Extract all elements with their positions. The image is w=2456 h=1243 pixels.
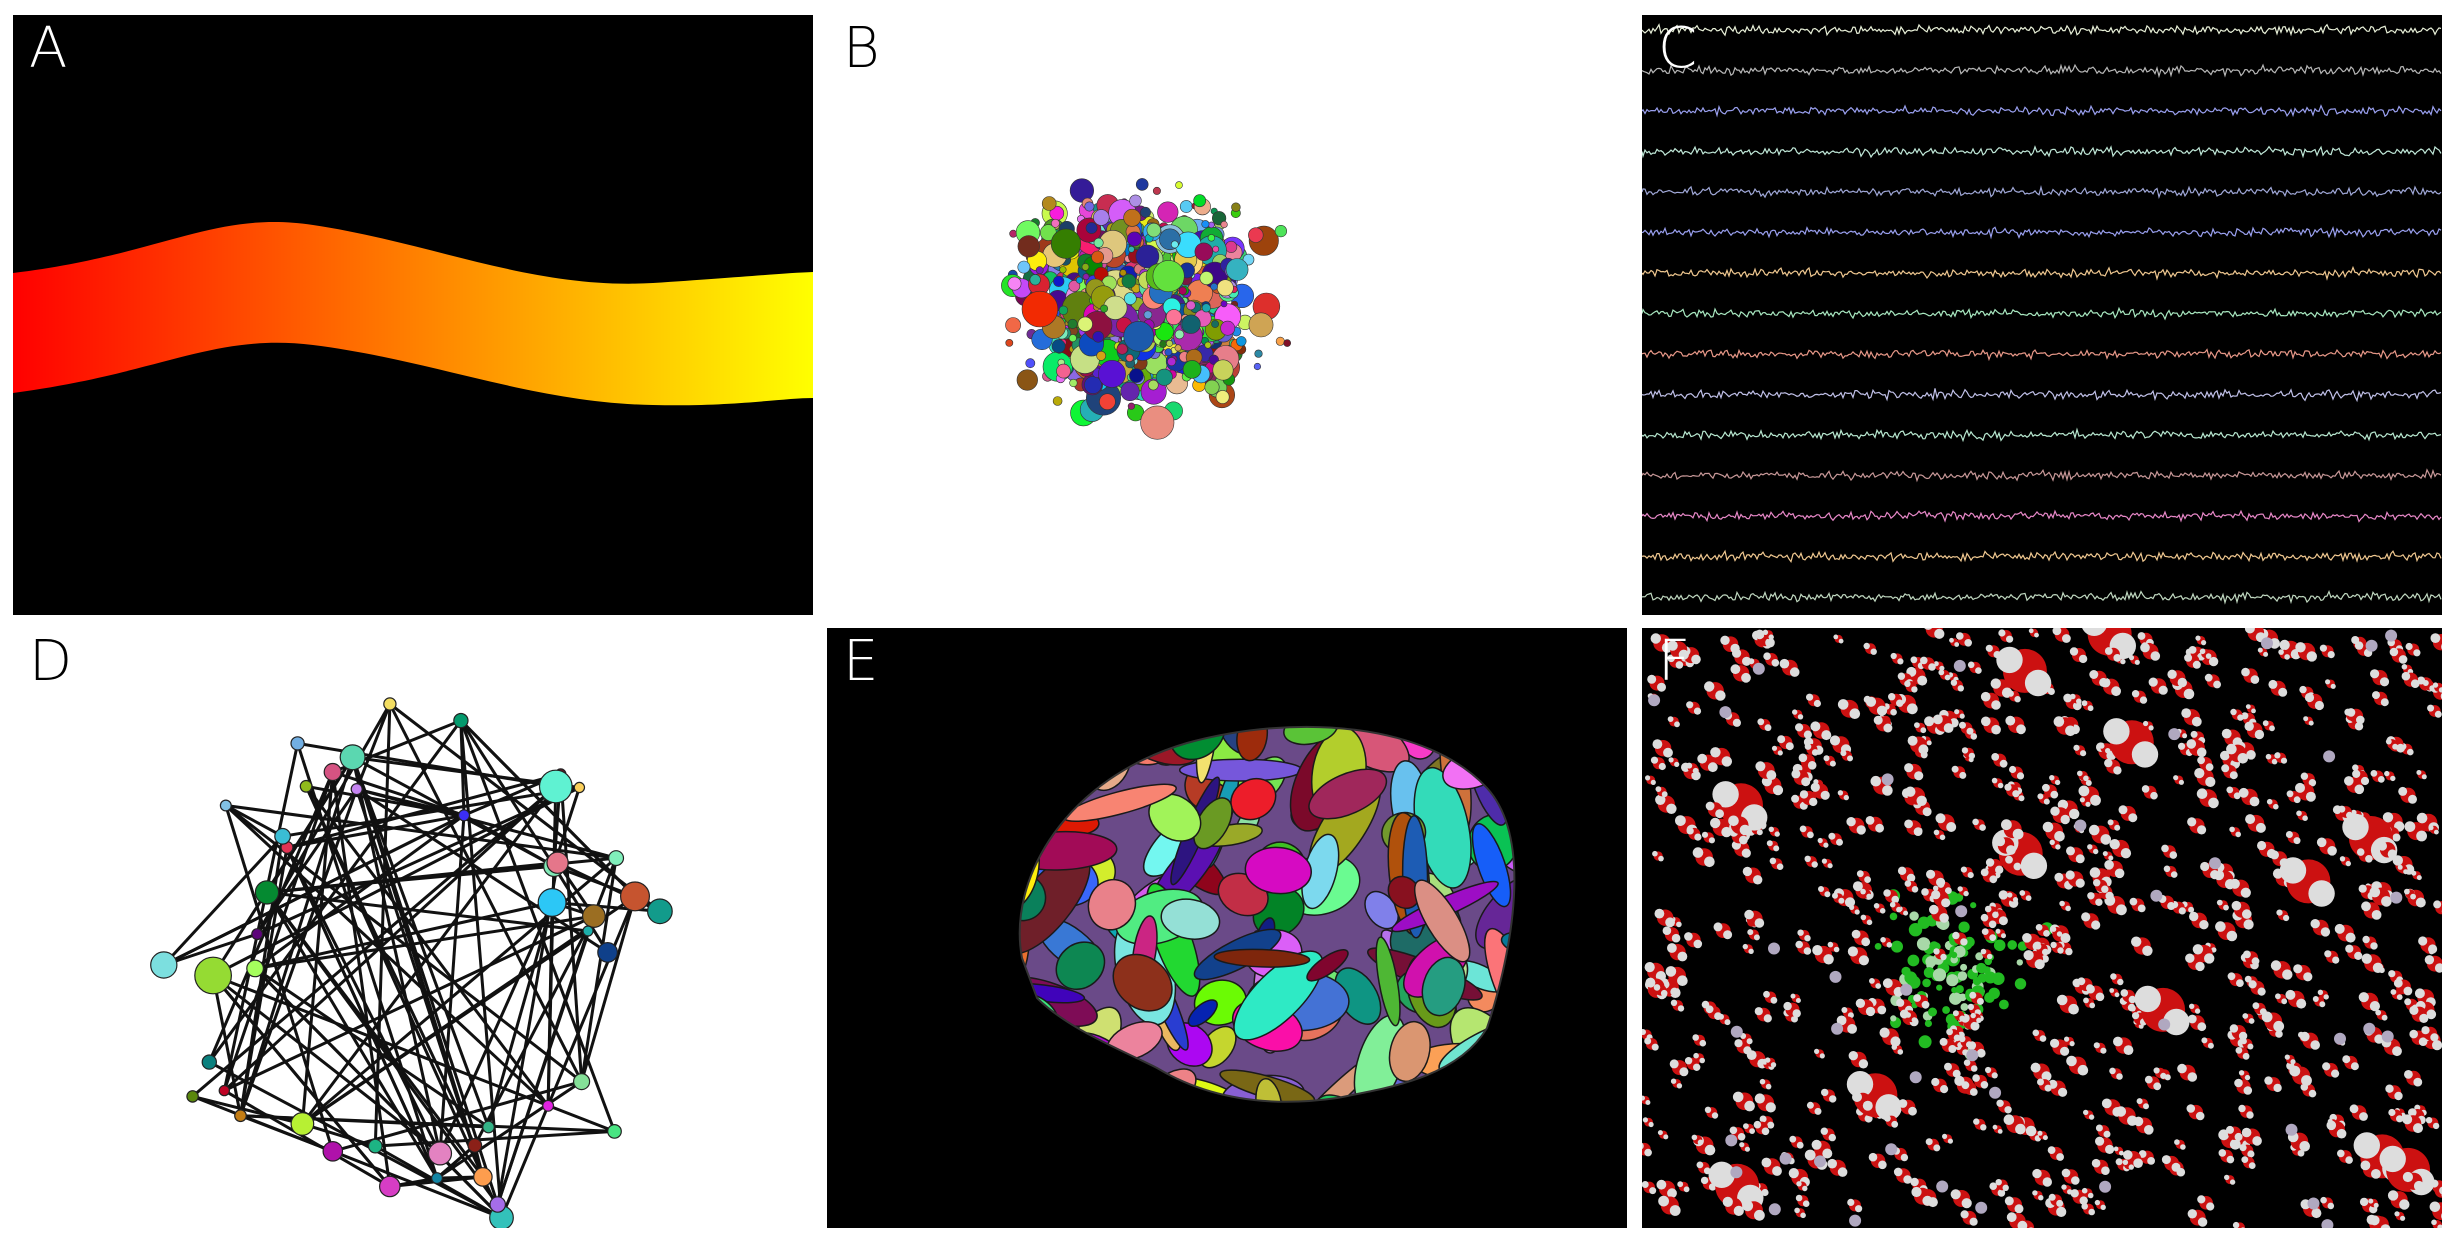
gradient-ribbon (13, 221, 813, 406)
panel-d: D (13, 628, 813, 1228)
panel-f: F (1642, 628, 2442, 1228)
panel-label: C (1658, 16, 1698, 81)
panel-c: C (1642, 15, 2442, 615)
signal-traces (1642, 23, 2442, 605)
panel-a: A (13, 15, 813, 615)
network-graph (150, 697, 673, 1228)
panel-e: E (827, 628, 1627, 1228)
panel-label: D (29, 629, 73, 694)
panel-b: B (827, 15, 1627, 615)
panel-label: E (843, 629, 879, 694)
molecular-scene (1642, 628, 2442, 1228)
bubble-cloud (1001, 178, 1292, 440)
brain-parcellation (1018, 725, 1516, 1103)
panel-label: A (29, 16, 68, 81)
panel-label: B (843, 16, 880, 81)
panel-label: F (1658, 629, 1691, 694)
